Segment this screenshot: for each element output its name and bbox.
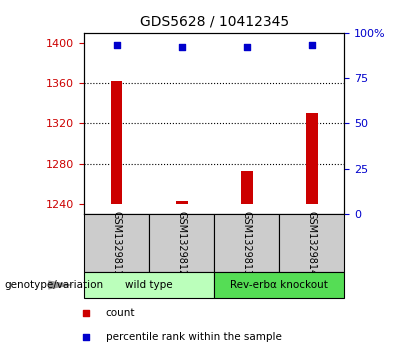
- Text: GSM1329811: GSM1329811: [112, 211, 121, 276]
- Text: wild type: wild type: [125, 280, 173, 290]
- Bar: [214, 272, 344, 298]
- Bar: [214, 214, 279, 272]
- Bar: [111, 81, 122, 204]
- Bar: [306, 113, 318, 204]
- Point: [332, 0, 339, 6]
- Point: [309, 42, 315, 48]
- Title: GDS5628 / 10412345: GDS5628 / 10412345: [139, 15, 289, 29]
- Text: percentile rank within the sample: percentile rank within the sample: [106, 332, 282, 342]
- Polygon shape: [48, 280, 74, 290]
- Point: [332, 215, 339, 221]
- Bar: [149, 214, 214, 272]
- Point: [113, 42, 120, 48]
- Bar: [176, 201, 187, 204]
- Text: count: count: [106, 308, 135, 318]
- Point: [244, 44, 250, 50]
- Bar: [279, 214, 344, 272]
- Text: GSM1329813: GSM1329813: [242, 211, 252, 276]
- Bar: [84, 272, 214, 298]
- Text: GSM1329814: GSM1329814: [307, 211, 317, 276]
- Text: GSM1329812: GSM1329812: [177, 211, 186, 276]
- Point: [178, 44, 185, 50]
- Text: Rev-erbα knockout: Rev-erbα knockout: [230, 280, 328, 290]
- Text: genotype/variation: genotype/variation: [4, 280, 103, 290]
- Bar: [84, 214, 149, 272]
- Bar: [241, 171, 252, 204]
